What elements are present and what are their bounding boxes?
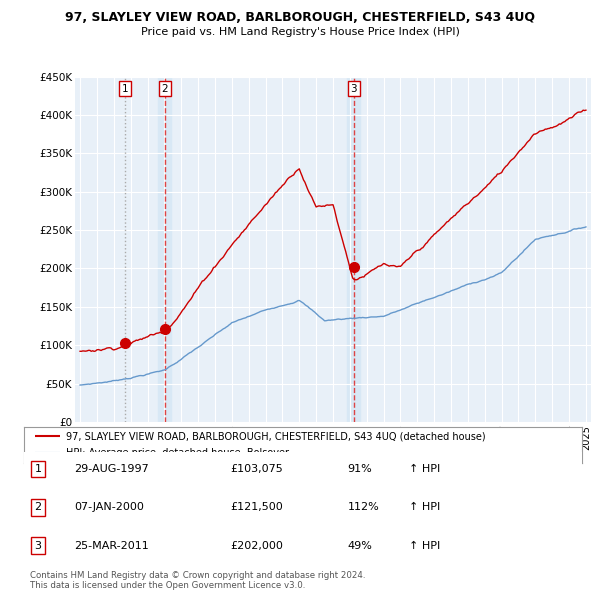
Text: ↑ HPI: ↑ HPI — [409, 464, 440, 474]
Bar — [347, 77, 361, 422]
Text: 49%: 49% — [347, 541, 373, 550]
Text: £202,000: £202,000 — [230, 541, 283, 550]
Text: 97, SLAYLEY VIEW ROAD, BARLBOROUGH, CHESTERFIELD, S43 4UQ: 97, SLAYLEY VIEW ROAD, BARLBOROUGH, CHES… — [65, 11, 535, 24]
Text: 2: 2 — [34, 503, 41, 512]
Text: 25-MAR-2011: 25-MAR-2011 — [74, 541, 149, 550]
Text: HPI: Average price, detached house, Bolsover: HPI: Average price, detached house, Bols… — [66, 448, 289, 458]
Text: 1: 1 — [122, 84, 128, 94]
Text: 2: 2 — [161, 84, 168, 94]
Text: £121,500: £121,500 — [230, 503, 283, 512]
Text: ↑ HPI: ↑ HPI — [409, 541, 440, 550]
Text: Price paid vs. HM Land Registry's House Price Index (HPI): Price paid vs. HM Land Registry's House … — [140, 27, 460, 37]
Text: 3: 3 — [34, 541, 41, 550]
Text: 3: 3 — [350, 84, 357, 94]
Bar — [158, 77, 172, 422]
Text: 112%: 112% — [347, 503, 379, 512]
Text: Contains HM Land Registry data © Crown copyright and database right 2024.: Contains HM Land Registry data © Crown c… — [30, 571, 365, 579]
Text: 1: 1 — [34, 464, 41, 474]
Text: 97, SLAYLEY VIEW ROAD, BARLBOROUGH, CHESTERFIELD, S43 4UQ (detached house): 97, SLAYLEY VIEW ROAD, BARLBOROUGH, CHES… — [66, 431, 485, 441]
Text: 91%: 91% — [347, 464, 373, 474]
Text: £103,075: £103,075 — [230, 464, 283, 474]
Text: 07-JAN-2000: 07-JAN-2000 — [74, 503, 144, 512]
Text: This data is licensed under the Open Government Licence v3.0.: This data is licensed under the Open Gov… — [30, 581, 305, 589]
Text: ↑ HPI: ↑ HPI — [409, 503, 440, 512]
Text: 29-AUG-1997: 29-AUG-1997 — [74, 464, 149, 474]
